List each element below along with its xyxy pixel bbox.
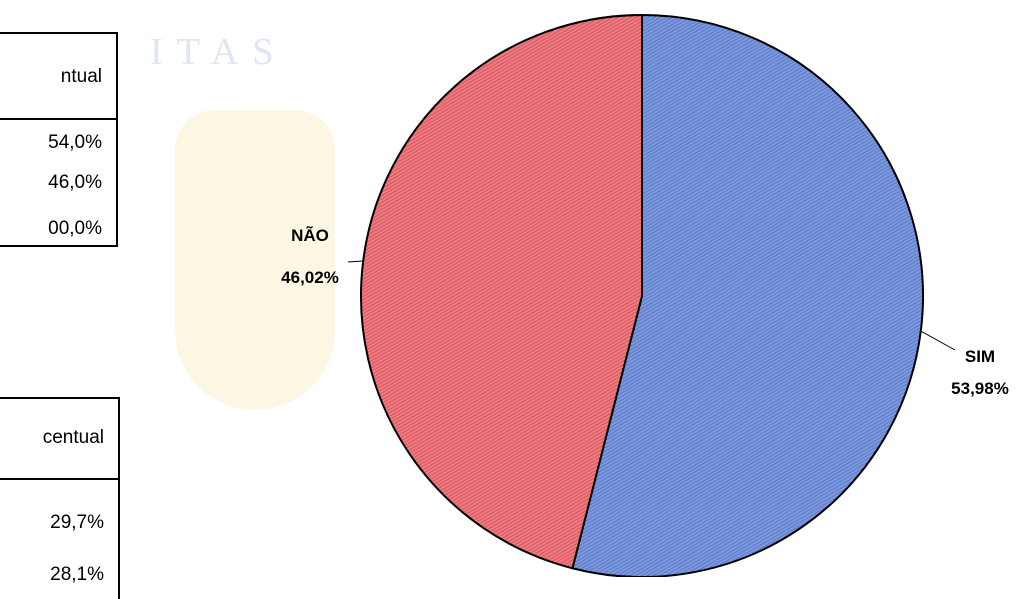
data-label: 53,98% xyxy=(951,379,1009,398)
leader-line xyxy=(921,331,955,350)
page: {"watermark": "ITAS", "table1": {"header… xyxy=(0,0,1030,577)
leader-line xyxy=(348,261,363,262)
data-label: 46,02% xyxy=(281,268,339,287)
chart: SIM 53,98% NÃO 46,02% xyxy=(0,0,1030,577)
slice-label: SIM xyxy=(965,347,995,366)
slice-label: NÃO xyxy=(291,225,329,245)
